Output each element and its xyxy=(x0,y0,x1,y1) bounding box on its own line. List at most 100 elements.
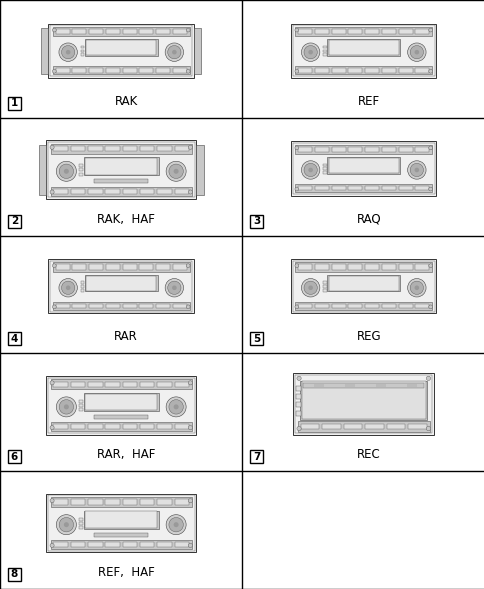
Text: RAK: RAK xyxy=(114,95,137,108)
Bar xyxy=(408,424,425,429)
Circle shape xyxy=(308,286,312,290)
Bar xyxy=(106,264,120,270)
Circle shape xyxy=(425,426,430,431)
Bar xyxy=(93,415,148,419)
Bar xyxy=(331,264,345,270)
Circle shape xyxy=(428,187,432,191)
Bar xyxy=(327,157,399,174)
Circle shape xyxy=(407,279,425,297)
Bar xyxy=(376,383,385,388)
Bar xyxy=(322,49,326,52)
Circle shape xyxy=(50,425,54,430)
Bar xyxy=(298,264,312,270)
Bar xyxy=(53,146,68,151)
Bar xyxy=(322,285,326,288)
Bar xyxy=(174,188,189,194)
Bar xyxy=(85,158,157,174)
Bar xyxy=(139,29,153,34)
Circle shape xyxy=(56,397,76,417)
Bar xyxy=(301,382,425,419)
Text: RAR: RAR xyxy=(114,330,138,343)
Text: RAK,  HAF: RAK, HAF xyxy=(97,213,155,226)
Circle shape xyxy=(188,425,192,430)
Bar xyxy=(79,164,83,167)
Bar xyxy=(88,424,102,429)
Text: RAR,  HAF: RAR, HAF xyxy=(97,448,155,461)
Circle shape xyxy=(296,376,301,380)
Bar xyxy=(53,542,68,547)
Bar xyxy=(364,264,378,270)
Bar xyxy=(79,400,83,403)
Circle shape xyxy=(167,281,181,294)
Bar xyxy=(8,568,21,581)
Bar xyxy=(140,146,154,151)
Bar xyxy=(328,276,398,291)
Bar xyxy=(348,186,362,190)
Bar xyxy=(122,499,137,505)
Bar xyxy=(328,40,398,55)
Bar xyxy=(295,411,301,416)
Bar xyxy=(88,146,102,151)
Bar xyxy=(53,188,68,194)
Circle shape xyxy=(188,381,192,385)
Circle shape xyxy=(409,163,423,177)
Bar xyxy=(295,184,431,192)
Bar xyxy=(322,167,326,170)
Bar xyxy=(89,29,103,34)
Bar xyxy=(328,158,398,173)
Bar xyxy=(71,188,85,194)
Text: 4: 4 xyxy=(11,334,18,344)
Bar xyxy=(386,424,404,429)
Bar xyxy=(174,542,189,547)
Circle shape xyxy=(50,498,54,502)
Bar xyxy=(348,68,362,72)
Bar xyxy=(53,302,189,310)
Circle shape xyxy=(294,146,298,150)
Bar xyxy=(83,393,158,411)
Bar xyxy=(53,382,68,387)
Bar xyxy=(139,68,153,72)
Bar xyxy=(295,27,431,36)
Bar xyxy=(48,24,194,78)
Bar xyxy=(106,304,120,308)
Bar xyxy=(139,304,153,308)
Bar xyxy=(414,264,428,270)
Bar xyxy=(122,382,137,387)
Circle shape xyxy=(66,50,70,54)
Bar xyxy=(348,304,362,308)
Bar xyxy=(381,186,395,190)
Bar xyxy=(72,68,86,72)
Circle shape xyxy=(64,522,69,527)
Bar xyxy=(71,424,85,429)
Bar xyxy=(398,147,412,152)
Bar xyxy=(302,383,424,388)
Bar xyxy=(250,214,263,227)
Bar xyxy=(293,373,433,435)
Circle shape xyxy=(50,543,54,548)
Bar xyxy=(50,540,192,549)
Text: REG: REG xyxy=(356,330,380,343)
Bar xyxy=(71,499,85,505)
Bar xyxy=(79,518,83,521)
Bar xyxy=(364,304,378,308)
Bar xyxy=(8,332,21,345)
Circle shape xyxy=(168,164,183,178)
Bar xyxy=(298,304,312,308)
Bar xyxy=(46,494,196,552)
Bar xyxy=(122,304,136,308)
Circle shape xyxy=(407,161,425,179)
Text: RAQ: RAQ xyxy=(356,213,380,226)
Bar xyxy=(295,394,301,399)
Bar xyxy=(381,68,395,72)
Bar xyxy=(88,382,102,387)
Bar xyxy=(322,282,326,284)
Bar xyxy=(174,146,189,151)
Circle shape xyxy=(414,168,418,172)
Bar xyxy=(172,264,186,270)
Circle shape xyxy=(166,161,186,181)
Circle shape xyxy=(303,281,317,294)
Circle shape xyxy=(59,43,77,61)
Bar xyxy=(414,29,428,34)
Circle shape xyxy=(56,161,76,181)
Bar xyxy=(39,145,46,195)
